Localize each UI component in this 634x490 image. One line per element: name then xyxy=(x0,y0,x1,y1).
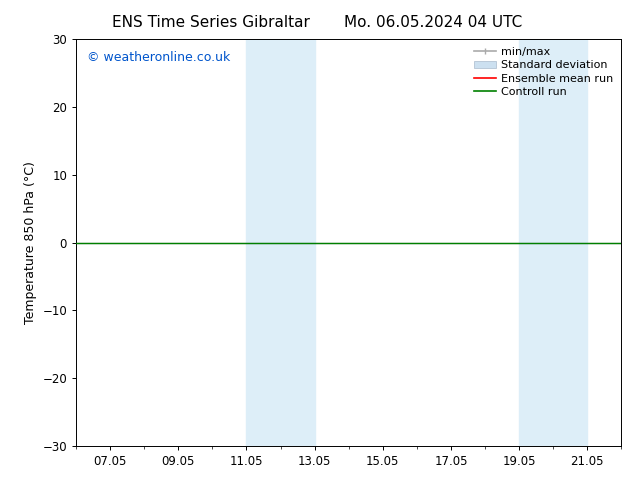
Text: ENS Time Series Gibraltar       Mo. 06.05.2024 04 UTC: ENS Time Series Gibraltar Mo. 06.05.2024… xyxy=(112,15,522,30)
Text: © weatheronline.co.uk: © weatheronline.co.uk xyxy=(87,51,230,64)
Bar xyxy=(519,39,587,446)
Y-axis label: Temperature 850 hPa (°C): Temperature 850 hPa (°C) xyxy=(23,161,37,324)
Bar xyxy=(247,39,314,446)
Legend: min/max, Standard deviation, Ensemble mean run, Controll run: min/max, Standard deviation, Ensemble me… xyxy=(469,43,618,101)
